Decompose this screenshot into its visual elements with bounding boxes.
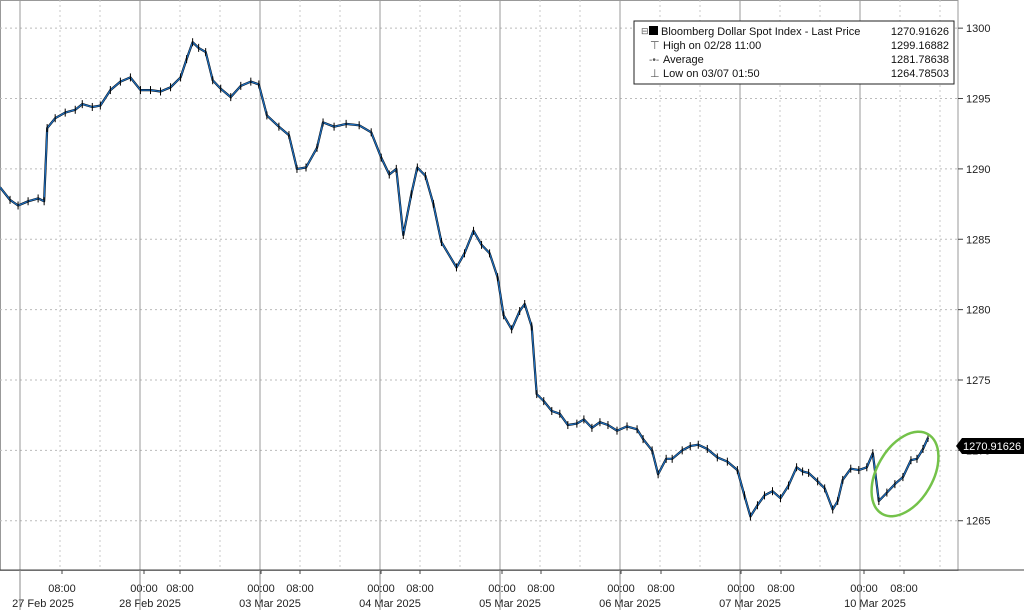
x-date-label: 06 Mar 2025 bbox=[599, 598, 661, 610]
x-time-label: 08:00 bbox=[890, 583, 918, 595]
legend-frame bbox=[633, 20, 955, 85]
gridlines bbox=[0, 0, 959, 571]
price-series-shadow bbox=[0, 41, 930, 518]
x-date-label: 28 Feb 2025 bbox=[119, 598, 181, 610]
y-tick-label: 1265 bbox=[966, 516, 990, 528]
high-marker-icon: ⊤ bbox=[650, 40, 660, 52]
x-time-label: 08:00 bbox=[647, 583, 675, 595]
legend-series-label: Bloomberg Dollar Spot Index - Last Price bbox=[661, 26, 860, 38]
x-time-label: 00:00 bbox=[488, 583, 516, 595]
x-time-label: 08:00 bbox=[527, 583, 555, 595]
legend-low-label: Low on 03/07 01:50 bbox=[663, 68, 760, 80]
x-time-label: 00:00 bbox=[367, 583, 395, 595]
y-tick-label: 1295 bbox=[966, 94, 990, 106]
legend-average-value: 1281.78638 bbox=[891, 54, 949, 66]
x-time-label: 00:00 bbox=[130, 583, 158, 595]
price-series-line bbox=[0, 41, 929, 518]
average-marker-icon: -•- bbox=[649, 55, 659, 66]
y-tick-label: 1300 bbox=[966, 23, 990, 35]
legend-average-label: Average bbox=[663, 54, 704, 66]
y-tick-label: 1275 bbox=[966, 375, 990, 387]
last-price-value: 1270.91626 bbox=[963, 441, 1021, 453]
x-time-label: 08:00 bbox=[406, 583, 434, 595]
legend-high-value: 1299.16882 bbox=[891, 40, 949, 52]
legend-series-value: 1270.91626 bbox=[891, 26, 949, 38]
x-date-label: 05 Mar 2025 bbox=[479, 598, 541, 610]
series-layer bbox=[0, 38, 930, 521]
legend-low-value: 1264.78503 bbox=[891, 68, 949, 80]
legend-collapse-icon: ⊟ bbox=[641, 26, 649, 36]
legend: ⊟ Bloomberg Dollar Spot Index - Last Pri… bbox=[633, 20, 955, 85]
x-time-label: 08:00 bbox=[767, 583, 795, 595]
y-tick-label: 1280 bbox=[966, 305, 990, 317]
x-date-label: 27 Feb 2025 bbox=[12, 598, 74, 610]
x-time-label: 00:00 bbox=[607, 583, 635, 595]
x-time-label: 00:00 bbox=[727, 583, 755, 595]
x-time-label: 08:00 bbox=[48, 583, 76, 595]
x-date-label: 03 Mar 2025 bbox=[239, 598, 301, 610]
x-time-label: 00:00 bbox=[247, 583, 275, 595]
x-time-label: 08:00 bbox=[286, 583, 314, 595]
annotation-layer bbox=[870, 430, 940, 518]
x-time-label: 00:00 bbox=[850, 583, 878, 595]
legend-high-label: High on 02/28 11:00 bbox=[663, 40, 761, 52]
x-axis: 08:00 00:00 08:00 00:00 08:00 00:00 08:00 00:00… bbox=[0, 569, 1024, 610]
y-tick-label: 1285 bbox=[966, 234, 990, 246]
y-axis: 12651270127512801285129012951300 bbox=[958, 23, 990, 528]
legend-series-swatch bbox=[649, 26, 658, 35]
plot-frame bbox=[0, 0, 959, 571]
x-date-label: 04 Mar 2025 bbox=[359, 598, 421, 610]
x-time-label: 08:00 bbox=[166, 583, 194, 595]
last-price-tag: 1270.91626 bbox=[956, 438, 1024, 454]
x-date-label: 10 Mar 2025 bbox=[844, 598, 906, 610]
highlight-ellipse bbox=[870, 430, 940, 518]
x-date-label: 07 Mar 2025 bbox=[719, 598, 781, 610]
low-marker-icon: ⊥ bbox=[650, 68, 660, 80]
y-tick-label: 1290 bbox=[966, 164, 990, 176]
